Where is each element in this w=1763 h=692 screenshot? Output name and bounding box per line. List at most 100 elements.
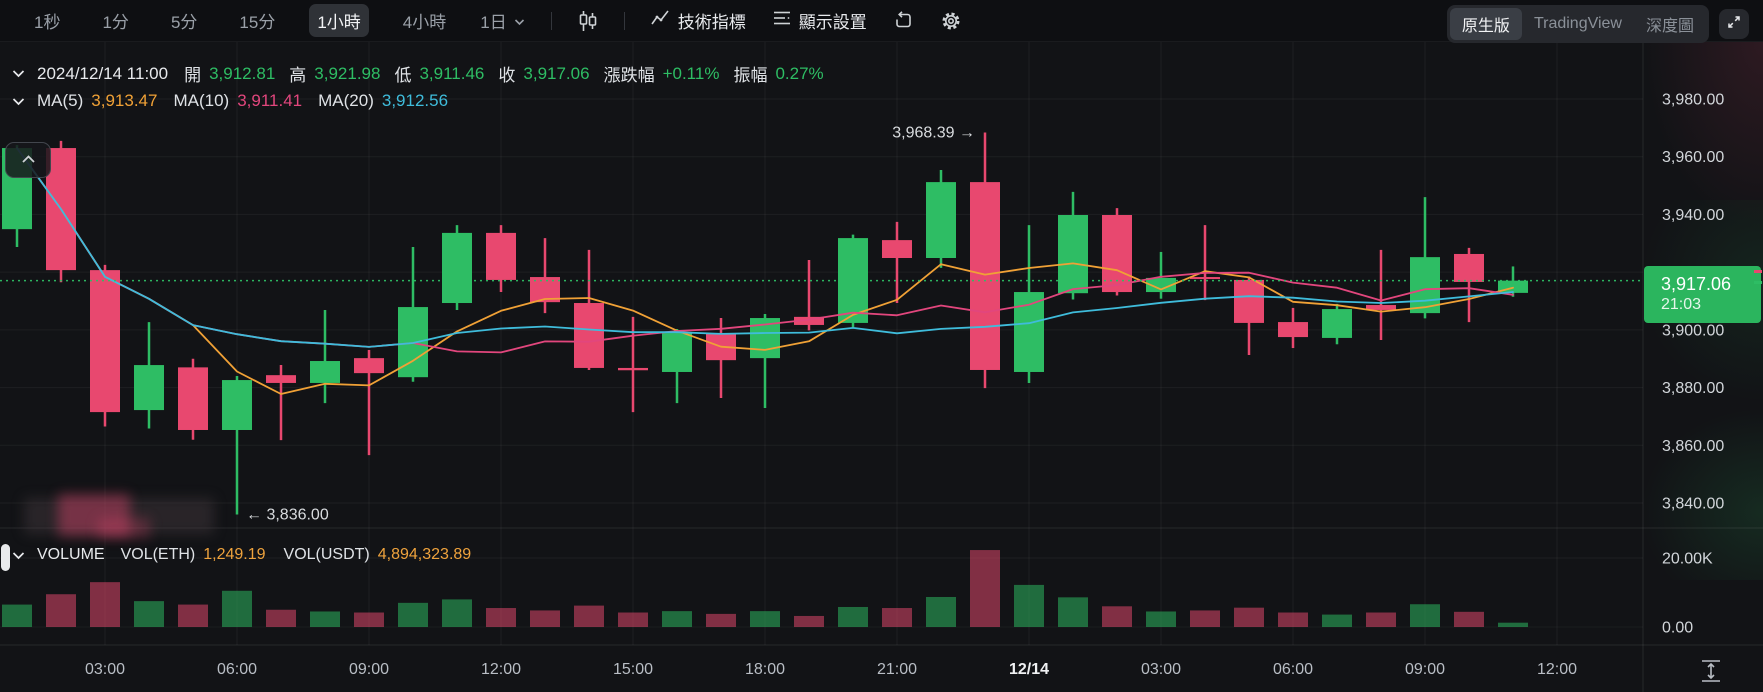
volume-bar [662, 611, 692, 627]
candle-body [178, 367, 208, 430]
volume-bar [90, 582, 120, 627]
ma20-line [16, 147, 1514, 348]
ma-info-bar: MA(5) 3,913.47 MA(10) 3,911.41 MA(20) 3,… [12, 91, 448, 111]
time-axis-label[interactable]: 18:00 [745, 661, 785, 678]
ohlc-datetime: 2024/12/14 11:00 [37, 63, 169, 83]
blurred-region [24, 498, 214, 534]
volume-bar [134, 601, 164, 627]
time-axis-label[interactable]: 21:00 [877, 661, 917, 678]
price-axis-label[interactable]: 3,900.00 [1662, 322, 1724, 339]
volume-bar [530, 610, 560, 627]
volume-bar [1146, 611, 1176, 627]
low-annotation: ← 3,836.00 [246, 507, 329, 524]
price-axis-label[interactable]: 3,940.00 [1662, 207, 1724, 224]
high-annotation: 3,968.39 → [892, 125, 975, 142]
volume-bar [222, 590, 252, 627]
collapse-ma-chevron-icon[interactable] [12, 97, 25, 106]
volume-bar [1234, 607, 1264, 627]
volume-bar [310, 611, 340, 627]
time-axis-label[interactable]: 12:00 [1537, 661, 1577, 678]
vol-usdt-value: 4,894,323.89 [377, 546, 472, 563]
amplitude-value: 0.27% [775, 63, 824, 83]
volume-bar [794, 615, 824, 627]
collapse-volume-chevron-icon[interactable] [12, 551, 25, 560]
indicators-button[interactable]: 技術指標 [651, 8, 746, 33]
high-label: 高 [289, 66, 307, 85]
volume-bar [1278, 612, 1308, 627]
axis-scale-icon[interactable] [1702, 660, 1720, 682]
pane-resize-handle[interactable] [1, 544, 10, 571]
view-native-button[interactable]: 原生版 [1449, 8, 1522, 40]
ma20-value: 3,912.56 [381, 91, 449, 110]
time-axis-label[interactable]: 06:00 [217, 661, 257, 678]
volume-title: VOLUME [37, 546, 105, 563]
fullscreen-button[interactable] [1719, 9, 1749, 39]
interval-1d-label: 1日 [480, 13, 507, 32]
candle-body [618, 367, 648, 371]
display-settings-button[interactable]: 顯示設置 [772, 8, 867, 33]
volume-bar [882, 608, 912, 627]
time-axis-label[interactable]: 03:00 [1141, 661, 1181, 678]
time-axis-label[interactable]: 03:00 [85, 661, 125, 678]
collapse-ohlc-chevron-icon[interactable] [12, 69, 25, 78]
volume-axis-label[interactable]: 0.00 [1662, 620, 1693, 637]
volume-bar [266, 609, 296, 627]
bid-price-tick [1754, 281, 1762, 284]
close-value: 3,917.06 [523, 63, 590, 83]
amplitude-label: 振幅 [733, 66, 768, 85]
blurred-region-pink-2 [98, 518, 150, 538]
interval-15m[interactable]: 15分 [239, 13, 276, 32]
interval-5m[interactable]: 5分 [170, 13, 198, 32]
interval-1s[interactable]: 1秒 [34, 13, 61, 32]
expand-icon [1726, 14, 1742, 35]
high-value: 3,921.98 [314, 63, 381, 83]
time-axis-label[interactable]: 09:00 [349, 661, 389, 678]
open-label: 開 [184, 66, 202, 85]
volume-bar [970, 550, 1000, 627]
candle-body [442, 232, 472, 304]
candle-body [354, 358, 384, 374]
indicator-icon [651, 9, 671, 32]
candle-body [1058, 215, 1088, 294]
price-axis-label[interactable]: 3,960.00 [1662, 149, 1724, 166]
candle-body [1234, 279, 1264, 323]
time-axis-label[interactable]: 12/14 [1009, 661, 1049, 678]
volume-bar [1498, 622, 1528, 627]
volume-bar [2, 604, 32, 627]
candle-body [222, 380, 252, 430]
time-axis-label[interactable]: 15:00 [613, 661, 653, 678]
time-axis-label[interactable]: 09:00 [1405, 661, 1445, 678]
interval-1m[interactable]: 1分 [102, 13, 129, 32]
replay-icon[interactable] [893, 10, 914, 31]
volume-bar [926, 596, 956, 627]
volume-bar [706, 613, 736, 627]
interval-1h[interactable]: 1小時 [309, 4, 369, 37]
blurred-region-pink [58, 494, 130, 536]
volume-info-bar: VOLUME VOL(ETH) 1,249.19 VOL(USDT) 4,894… [12, 546, 471, 564]
candle-body [662, 333, 692, 372]
time-axis-label[interactable]: 06:00 [1273, 661, 1313, 678]
view-tradingview-button[interactable]: TradingView [1533, 15, 1622, 32]
interval-1d-dropdown[interactable]: 1日 [480, 8, 524, 33]
last-price-value: 3,917.06 [1661, 274, 1732, 295]
interval-4h[interactable]: 4小時 [402, 13, 447, 32]
price-axis-label[interactable]: 3,840.00 [1662, 495, 1724, 512]
gear-icon[interactable] [940, 10, 962, 32]
candle-body [266, 375, 296, 383]
volume-bar [354, 612, 384, 627]
collapse-pane-button[interactable] [5, 142, 51, 178]
volume-bar [750, 611, 780, 627]
time-axis-label[interactable]: 12:00 [481, 661, 521, 678]
ma20-label: MA(20) [318, 91, 374, 110]
volume-axis-label[interactable]: 20.00K [1662, 551, 1713, 568]
ohlc-info-bar: 2024/12/14 11:00 開 3,912.81 高 3,921.98 低… [12, 61, 824, 86]
price-axis-label[interactable]: 3,880.00 [1662, 380, 1724, 397]
price-axis-label[interactable]: 3,980.00 [1662, 92, 1724, 109]
view-depth-button[interactable]: 深度圖 [1645, 18, 1694, 35]
ma10-value: 3,911.41 [237, 91, 303, 110]
candlestick-style-icon[interactable] [578, 10, 598, 32]
price-axis-label[interactable]: 3,860.00 [1662, 438, 1724, 455]
volume-bar [1454, 611, 1484, 627]
